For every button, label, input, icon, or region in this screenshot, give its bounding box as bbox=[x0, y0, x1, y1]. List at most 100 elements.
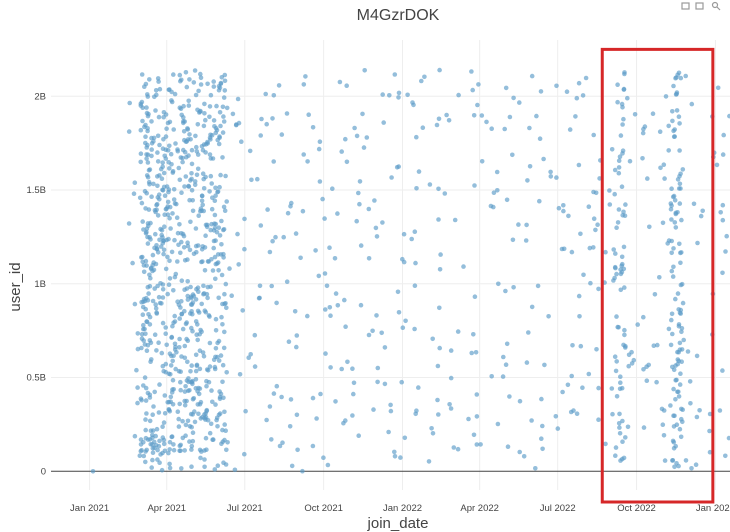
data-point bbox=[213, 354, 218, 360]
data-point bbox=[150, 412, 155, 418]
data-point bbox=[138, 159, 143, 165]
data-point bbox=[372, 198, 377, 203]
data-point bbox=[189, 443, 195, 449]
data-point bbox=[279, 132, 285, 137]
data-point bbox=[437, 305, 442, 311]
data-point bbox=[670, 109, 675, 114]
data-point bbox=[159, 301, 164, 306]
data-point bbox=[675, 72, 680, 78]
data-point bbox=[158, 281, 163, 286]
modebar[interactable] bbox=[681, 1, 721, 11]
data-point bbox=[161, 114, 166, 120]
zoom-icon[interactable] bbox=[695, 2, 704, 10]
data-point bbox=[594, 347, 599, 352]
data-point bbox=[665, 241, 670, 246]
data-point bbox=[186, 103, 192, 108]
data-point bbox=[156, 410, 162, 415]
data-point bbox=[179, 278, 185, 284]
data-point bbox=[616, 421, 622, 426]
download-icon[interactable] bbox=[681, 2, 690, 10]
data-point bbox=[195, 122, 201, 127]
data-point bbox=[138, 127, 144, 133]
data-point bbox=[145, 160, 151, 165]
data-point bbox=[410, 100, 415, 105]
data-point bbox=[180, 155, 185, 161]
data-point bbox=[174, 215, 180, 220]
data-point bbox=[157, 438, 162, 444]
pan-icon[interactable] bbox=[711, 1, 721, 11]
data-point bbox=[171, 288, 176, 293]
data-point bbox=[529, 73, 535, 79]
data-point bbox=[434, 122, 440, 128]
data-point bbox=[146, 167, 152, 173]
data-point bbox=[396, 95, 401, 100]
data-point bbox=[172, 313, 177, 319]
data-point bbox=[222, 291, 227, 297]
data-point bbox=[540, 446, 545, 452]
data-point bbox=[197, 348, 203, 354]
data-point bbox=[655, 342, 660, 348]
data-point bbox=[140, 254, 145, 260]
data-point bbox=[382, 381, 388, 387]
data-point bbox=[675, 210, 680, 215]
data-point bbox=[679, 329, 684, 335]
data-point bbox=[150, 450, 156, 456]
data-point bbox=[190, 198, 195, 203]
data-point bbox=[362, 68, 368, 73]
data-point bbox=[288, 397, 294, 402]
data-point bbox=[161, 170, 167, 176]
data-point bbox=[321, 455, 326, 461]
data-point bbox=[676, 389, 681, 395]
data-point bbox=[727, 113, 730, 119]
data-point bbox=[622, 213, 628, 218]
data-point bbox=[189, 147, 195, 153]
data-point bbox=[155, 283, 160, 289]
data-point bbox=[616, 170, 622, 176]
data-point bbox=[471, 332, 476, 337]
data-point bbox=[510, 237, 516, 243]
data-point bbox=[660, 220, 666, 226]
data-point bbox=[150, 457, 155, 463]
data-point bbox=[611, 278, 616, 283]
data-point bbox=[179, 231, 184, 236]
data-point bbox=[208, 227, 213, 233]
chart-title: M4GzrDOK bbox=[357, 7, 440, 24]
data-point bbox=[677, 347, 683, 353]
data-point bbox=[213, 402, 218, 407]
data-point bbox=[185, 297, 191, 302]
data-point bbox=[220, 322, 225, 327]
data-point bbox=[670, 331, 675, 337]
data-point bbox=[169, 390, 175, 395]
data-point bbox=[126, 129, 132, 134]
data-point bbox=[165, 148, 171, 153]
data-point bbox=[192, 419, 198, 425]
data-point bbox=[317, 139, 323, 144]
data-point bbox=[168, 151, 174, 157]
data-point bbox=[201, 283, 206, 289]
data-point bbox=[412, 326, 417, 332]
data-point bbox=[289, 463, 295, 469]
data-point bbox=[503, 362, 509, 368]
data-point bbox=[491, 204, 496, 210]
data-point bbox=[155, 183, 160, 189]
data-point bbox=[177, 72, 183, 78]
data-point bbox=[184, 336, 189, 342]
data-point bbox=[181, 129, 187, 134]
data-point bbox=[622, 327, 627, 333]
data-point bbox=[145, 152, 151, 157]
data-point bbox=[479, 159, 485, 164]
data-point bbox=[327, 305, 333, 310]
data-point bbox=[511, 95, 516, 101]
y-tick-label: 1B bbox=[34, 279, 46, 290]
data-point bbox=[707, 449, 713, 455]
data-point bbox=[178, 387, 183, 393]
data-point bbox=[141, 453, 147, 459]
data-point bbox=[243, 408, 248, 414]
data-point bbox=[613, 453, 618, 459]
data-point bbox=[693, 462, 699, 468]
data-point bbox=[212, 254, 218, 260]
data-point bbox=[144, 156, 149, 161]
data-point bbox=[173, 344, 178, 350]
data-point bbox=[527, 164, 533, 169]
data-point bbox=[597, 176, 602, 181]
